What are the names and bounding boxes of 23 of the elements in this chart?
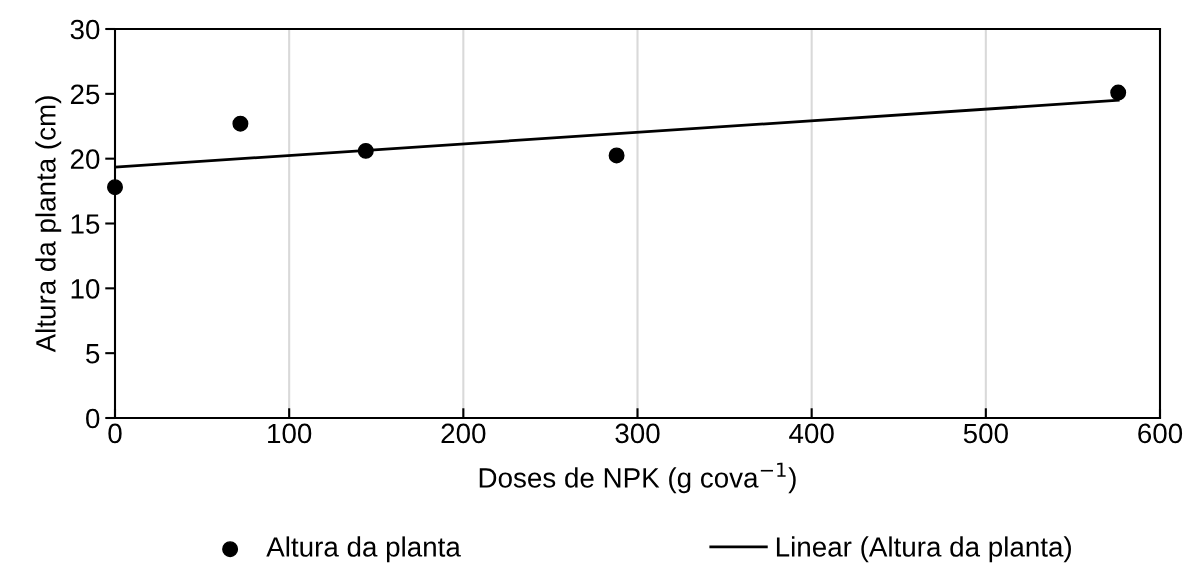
point <box>107 179 123 196</box>
x-tick-label: 500 <box>963 423 1008 444</box>
legend-label: Altura da planta <box>266 536 461 563</box>
y-tick-label: 15 <box>71 214 100 234</box>
x-tick-label: 600 <box>1138 423 1183 444</box>
x-tick-label: 0 <box>108 423 122 444</box>
point <box>1110 84 1127 101</box>
point <box>357 142 374 159</box>
legend-label: Linear (Altura da planta) <box>776 536 1071 563</box>
x-tick-label: 300 <box>615 423 660 444</box>
point <box>608 147 625 164</box>
y-tick-label: 30 <box>70 19 100 40</box>
y-axis-title: Altura da planta (cm) <box>35 96 62 353</box>
y-tick-label: 20 <box>70 149 100 170</box>
x-tick-label: 100 <box>268 423 312 444</box>
y-tick-label: 5 <box>86 344 100 364</box>
y-tick-label: 10 <box>71 279 100 299</box>
x-tick-label: 400 <box>789 423 834 444</box>
point <box>232 115 249 132</box>
y-tick-label: 0 <box>86 408 100 429</box>
y-tick-label: 25 <box>70 84 100 105</box>
x-axis-title: Doses de NPK (g cova$^{−1}$) <box>479 462 796 494</box>
x-tick-label: 200 <box>441 423 486 444</box>
